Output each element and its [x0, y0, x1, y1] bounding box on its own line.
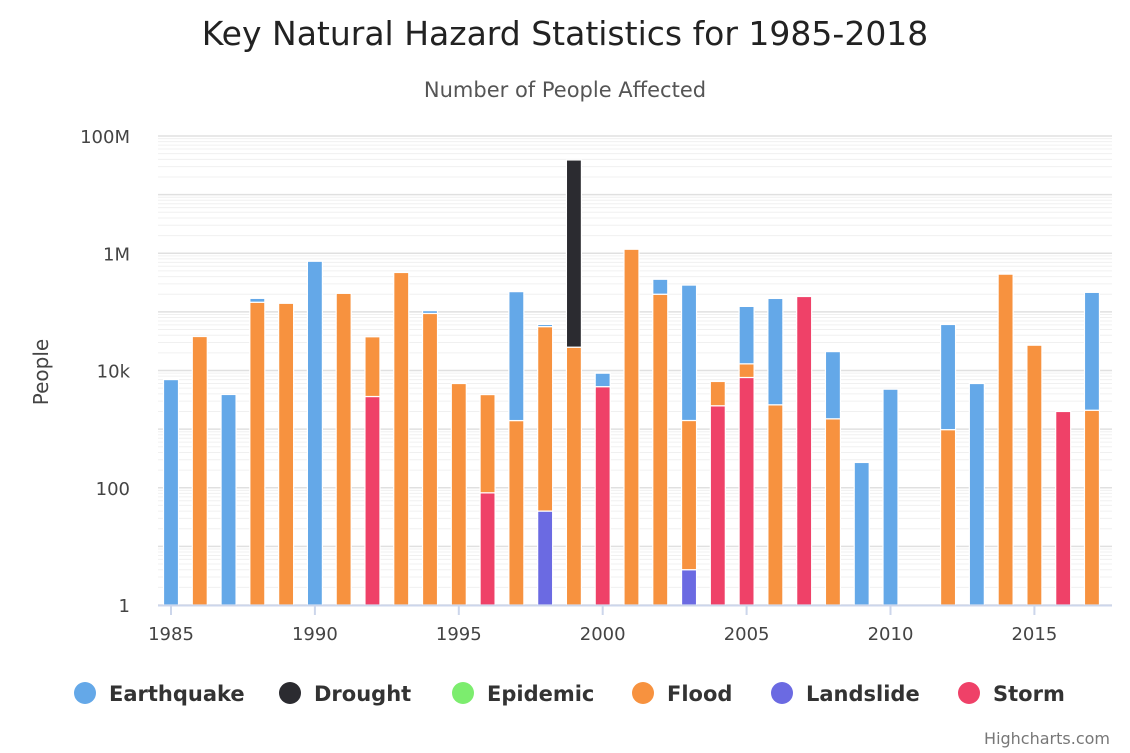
bar-earthquake-2000 — [594, 372, 611, 388]
bar-earthquake-2010 — [882, 388, 899, 606]
bar-earthquake-1998 — [537, 323, 554, 328]
legend-marker-icon — [452, 682, 474, 704]
bar-storm-1996 — [479, 492, 496, 606]
bar-flood-2006 — [767, 404, 784, 606]
legend-marker-icon — [771, 682, 793, 704]
legend-marker-icon — [958, 682, 980, 704]
bar-flood-1986 — [191, 335, 208, 606]
legend-item-flood[interactable]: Flood — [632, 682, 732, 706]
legend-item-landslide[interactable]: Landslide — [771, 682, 920, 706]
legend-marker-icon — [74, 682, 96, 704]
bar-storm-1992 — [364, 395, 381, 606]
legend-item-drought[interactable]: Drought — [279, 682, 411, 706]
bar-flood-2017 — [1083, 409, 1101, 606]
bar-earthquake-2017 — [1083, 291, 1101, 411]
x-tick-label: 1995 — [436, 624, 482, 645]
bar-flood-1997 — [508, 419, 525, 606]
bar-earthquake-1994 — [421, 310, 439, 315]
x-tick-label: 1990 — [292, 624, 338, 645]
chart-subtitle: Number of People Affected — [424, 78, 706, 102]
x-tick-label: 2005 — [724, 624, 770, 645]
legend-label: Earthquake — [109, 682, 245, 706]
legend-label: Landslide — [806, 682, 920, 706]
bar-flood-1999 — [565, 346, 583, 606]
legend-item-epidemic[interactable]: Epidemic — [452, 682, 594, 706]
legend-label: Drought — [314, 682, 411, 706]
bar-earthquake-1988 — [249, 297, 266, 303]
bar-earthquake-1987 — [220, 393, 237, 606]
y-tick-label: 10k — [97, 362, 131, 383]
x-tick-label: 2000 — [580, 624, 626, 645]
bar-storm-2004 — [709, 405, 726, 606]
bar-landslide-2003 — [680, 569, 698, 606]
bar-flood-2001 — [623, 248, 640, 606]
legend-label: Epidemic — [487, 682, 594, 706]
bar-flood-2004 — [709, 380, 726, 407]
bar-flood-1989 — [278, 302, 295, 606]
bar-earthquake-1990 — [306, 260, 323, 606]
bar-flood-2015 — [1026, 344, 1043, 606]
bar-flood-1988 — [249, 301, 266, 606]
legend-item-earthquake[interactable]: Earthquake — [74, 682, 245, 706]
x-tick-label: 2015 — [1011, 624, 1057, 645]
legend-marker-icon — [632, 682, 654, 704]
bar-flood-2012 — [939, 429, 957, 606]
credits-link[interactable]: Highcharts.com — [984, 729, 1110, 748]
bar-flood-2008 — [824, 418, 842, 606]
bar-flood-1992 — [364, 336, 381, 398]
bar-drought-1999 — [565, 159, 583, 348]
bar-earthquake-2003 — [680, 284, 698, 422]
bar-flood-1994 — [421, 312, 439, 606]
chart-title: Key Natural Hazard Statistics for 1985-2… — [202, 14, 929, 53]
y-tick-label: 1M — [103, 244, 130, 265]
bar-earthquake-2005 — [738, 305, 755, 365]
bar-earthquake-2002 — [652, 278, 669, 295]
bar-flood-1996 — [479, 393, 496, 494]
axes: 1 100 10k 1M 100M 1985 1990 1995 2000 2005 2010 201… — [80, 127, 1112, 645]
bar-earthquake-1997 — [508, 291, 525, 422]
bar-earthquake-1985 — [162, 378, 180, 606]
bar-storm-2005 — [738, 376, 755, 606]
x-tick-label: 1985 — [148, 624, 194, 645]
y-axis-title: People — [29, 339, 53, 405]
bar-storm-2016 — [1055, 410, 1072, 606]
legend-label: Storm — [993, 682, 1065, 706]
y-tick-label: 1 — [119, 596, 130, 617]
legend: Earthquake Drought Epidemic Flood Landslide S… — [74, 682, 1065, 706]
y-tick-label: 100M — [80, 127, 130, 148]
x-tick-label: 2010 — [868, 624, 914, 645]
bars — [162, 159, 1101, 606]
bar-flood-1991 — [335, 292, 352, 606]
bar-landslide-1998 — [537, 510, 554, 606]
bar-flood-1993 — [393, 271, 410, 606]
bar-flood-2005 — [738, 363, 755, 379]
legend-marker-icon — [279, 682, 301, 704]
bar-earthquake-2009 — [853, 461, 870, 606]
bar-flood-1995 — [450, 382, 467, 606]
legend-item-storm[interactable]: Storm — [958, 682, 1065, 706]
bar-earthquake-2006 — [767, 297, 784, 406]
bar-earthquake-2013 — [968, 382, 985, 606]
bar-flood-2002 — [652, 293, 669, 606]
y-tick-label: 100 — [96, 479, 130, 500]
bar-storm-2007 — [796, 295, 813, 606]
bar-flood-2003 — [680, 419, 698, 571]
bar-storm-2000 — [594, 386, 611, 606]
bar-earthquake-2008 — [824, 351, 842, 420]
bar-earthquake-2012 — [939, 323, 957, 431]
legend-label: Flood — [667, 682, 732, 706]
bar-flood-1998 — [537, 326, 554, 512]
bar-flood-2014 — [997, 273, 1014, 606]
